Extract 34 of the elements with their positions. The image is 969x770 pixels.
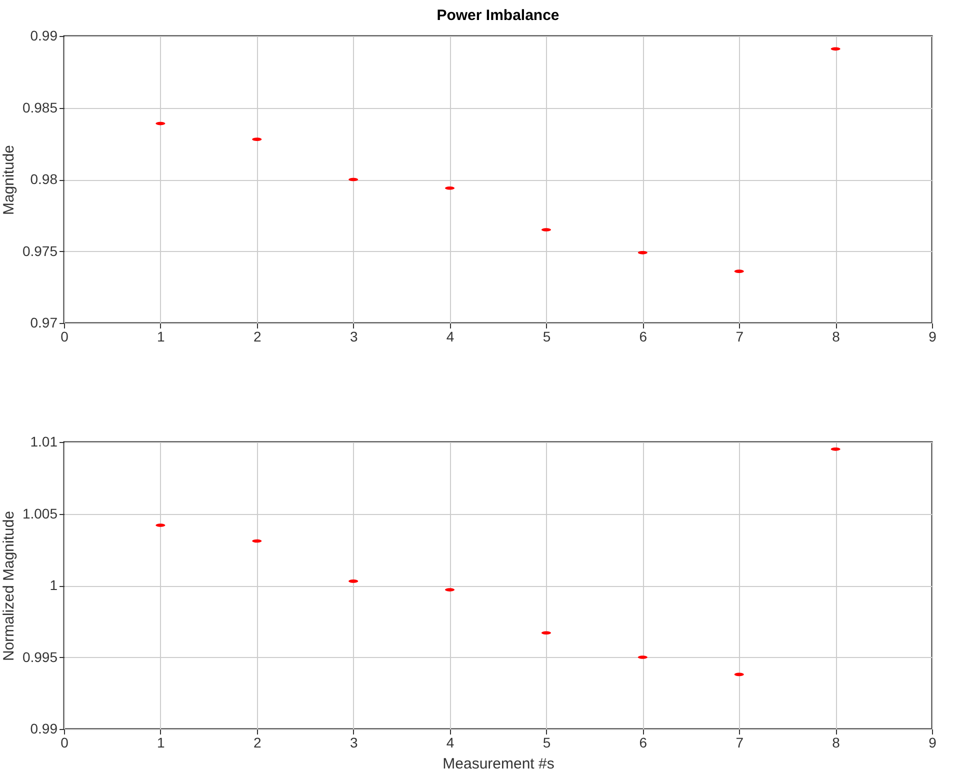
chart-title: Power Imbalance — [436, 7, 560, 24]
x-tick-label: 2 — [253, 734, 262, 750]
x-tick-label: 5 — [542, 328, 551, 344]
x-tick-label: 5 — [542, 734, 551, 750]
y-tick-label: 0.975 — [22, 242, 58, 259]
y-tick-label: 0.995 — [22, 648, 58, 665]
x-axis-title: Measurement #s — [442, 756, 554, 770]
x-tick-label: 4 — [446, 328, 454, 344]
y-tick-label: 0.985 — [22, 99, 58, 116]
x-tick-label: 1 — [157, 328, 166, 344]
x-tick-label: 1 — [157, 734, 166, 750]
y-tick-label: 1 — [50, 577, 58, 593]
x-tick-label: 8 — [832, 328, 840, 344]
x-tick-label: 6 — [639, 734, 648, 750]
x-tick-label: 0 — [60, 328, 69, 344]
y-axis-title: Magnitude — [0, 144, 18, 216]
y-tick-label: 0.99 — [30, 28, 58, 44]
y-tick-label: 0.99 — [30, 720, 58, 736]
y-axis-title: Normalized Magnitude — [0, 510, 18, 662]
x-tick-label: 7 — [736, 328, 744, 344]
y-tick-label: 1.01 — [30, 434, 58, 450]
x-tick-label: 8 — [832, 734, 840, 750]
x-tick-label: 4 — [446, 734, 454, 750]
x-tick-label: 7 — [736, 734, 744, 750]
x-tick-label: 2 — [253, 328, 262, 344]
x-tick-label: 0 — [60, 734, 69, 750]
y-tick-label: 1.005 — [22, 505, 58, 522]
x-tick-label: 9 — [928, 734, 937, 750]
x-tick-label: 9 — [928, 328, 937, 344]
x-tick-label: 3 — [350, 328, 358, 344]
x-tick-label: 3 — [350, 734, 358, 750]
y-tick-label: 0.97 — [30, 314, 58, 330]
x-tick-label: 6 — [639, 328, 648, 344]
y-tick-label: 0.98 — [30, 171, 58, 187]
